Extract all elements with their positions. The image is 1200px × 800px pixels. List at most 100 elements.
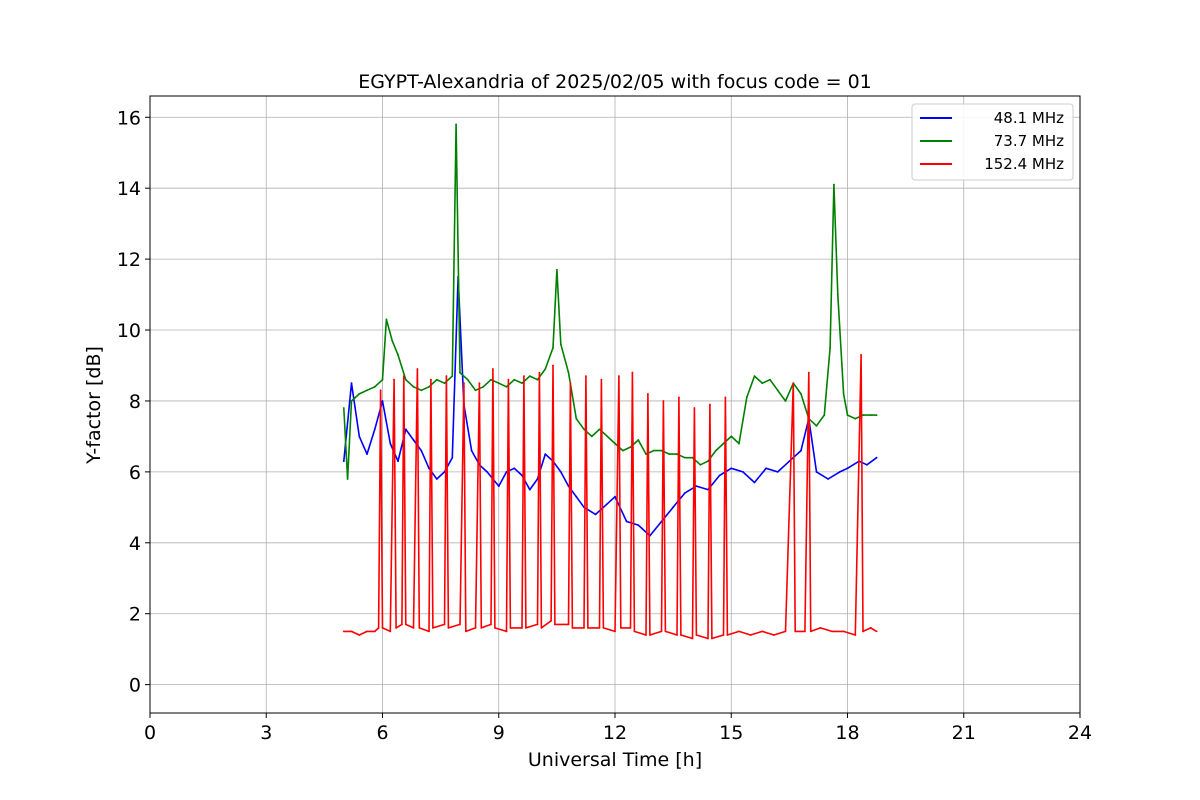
data-point bbox=[598, 627, 601, 629]
data-point bbox=[377, 627, 380, 629]
data-point bbox=[536, 378, 539, 381]
data-point bbox=[552, 346, 554, 349]
x-tick-label: 0 bbox=[144, 722, 156, 744]
data-point bbox=[809, 630, 812, 633]
data-point bbox=[722, 442, 725, 445]
data-point bbox=[571, 627, 574, 629]
data-point bbox=[559, 471, 562, 473]
data-point bbox=[342, 460, 345, 463]
data-point bbox=[373, 385, 376, 388]
data-point bbox=[420, 449, 423, 452]
data-point bbox=[680, 634, 682, 636]
data-point bbox=[521, 382, 523, 385]
data-point bbox=[366, 630, 368, 633]
data-point bbox=[528, 375, 531, 377]
y-tick-label: 16 bbox=[117, 107, 141, 129]
data-point bbox=[474, 389, 477, 392]
data-point bbox=[629, 446, 632, 448]
data-point bbox=[618, 375, 620, 377]
data-point bbox=[432, 627, 434, 629]
x-axis-label: Universal Time [h] bbox=[528, 749, 702, 771]
y-tick-label: 10 bbox=[117, 320, 141, 342]
data-point bbox=[366, 389, 368, 392]
data-point bbox=[726, 634, 729, 636]
data-point bbox=[745, 396, 748, 399]
data-point bbox=[381, 378, 384, 381]
data-point bbox=[749, 634, 752, 636]
data-point bbox=[862, 630, 864, 633]
data-point bbox=[358, 634, 361, 636]
data-point bbox=[846, 414, 849, 416]
data-point bbox=[722, 634, 725, 636]
data-point bbox=[602, 627, 605, 629]
data-point bbox=[875, 630, 878, 633]
data-point bbox=[761, 382, 764, 385]
data-point bbox=[470, 449, 473, 452]
data-point bbox=[842, 393, 845, 395]
legend: 48.1 MHz 73.7 MHz 152.4 MHz bbox=[911, 103, 1074, 181]
y-axis-ticks: 0 2 4 6 8 10 12 14 16 bbox=[117, 107, 150, 697]
data-point bbox=[804, 630, 806, 633]
y-axis-label: Y-factor [dB] bbox=[83, 346, 105, 465]
data-point bbox=[707, 637, 709, 640]
data-point bbox=[404, 428, 407, 431]
data-point bbox=[430, 378, 432, 381]
data-point bbox=[346, 478, 349, 480]
x-tick-label: 9 bbox=[493, 722, 505, 744]
data-point bbox=[769, 378, 771, 381]
data-point bbox=[668, 453, 671, 455]
data-point bbox=[875, 456, 878, 459]
legend-label: 48.1 MHz bbox=[994, 109, 1064, 127]
data-point bbox=[412, 439, 415, 441]
data-point bbox=[445, 375, 448, 377]
data-point bbox=[842, 630, 845, 633]
data-point bbox=[443, 382, 446, 385]
data-point bbox=[505, 385, 508, 388]
data-point bbox=[645, 453, 647, 455]
data-point bbox=[525, 627, 527, 629]
data-point bbox=[486, 471, 488, 473]
data-point bbox=[497, 382, 500, 385]
data-point bbox=[854, 634, 857, 636]
data-point bbox=[379, 389, 382, 392]
data-point bbox=[773, 634, 775, 636]
data-point bbox=[730, 467, 733, 470]
data-point bbox=[625, 520, 628, 523]
data-point bbox=[833, 183, 835, 186]
data-point bbox=[536, 623, 539, 626]
data-point bbox=[776, 389, 779, 392]
data-point bbox=[567, 371, 570, 374]
data-point bbox=[606, 435, 609, 438]
data-point bbox=[664, 630, 667, 633]
data-point bbox=[807, 371, 810, 374]
data-point bbox=[869, 627, 872, 629]
data-point bbox=[660, 449, 663, 452]
data-point bbox=[550, 619, 552, 622]
y-tick-label: 8 bbox=[129, 391, 141, 413]
series-line-1 bbox=[343, 123, 877, 480]
data-point bbox=[691, 637, 694, 640]
x-tick-label: 15 bbox=[719, 722, 743, 744]
data-point bbox=[652, 449, 655, 452]
data-point bbox=[831, 630, 833, 633]
data-point bbox=[649, 634, 651, 636]
data-point bbox=[540, 627, 543, 629]
data-point bbox=[718, 474, 721, 477]
data-point bbox=[404, 378, 407, 381]
data-point bbox=[459, 623, 461, 626]
data-point bbox=[397, 460, 399, 463]
data-point bbox=[815, 471, 818, 473]
data-point bbox=[404, 623, 407, 626]
data-point bbox=[794, 630, 797, 633]
x-tick-label: 24 bbox=[1068, 722, 1092, 744]
data-point bbox=[575, 495, 578, 498]
data-point bbox=[614, 630, 616, 633]
data-point bbox=[621, 449, 624, 452]
data-point bbox=[492, 368, 494, 370]
data-point bbox=[691, 456, 694, 459]
data-point bbox=[435, 478, 438, 480]
data-point bbox=[455, 123, 457, 126]
legend-label: 73.7 MHz bbox=[994, 132, 1064, 150]
data-point bbox=[633, 630, 636, 633]
legend-box bbox=[911, 103, 1074, 181]
